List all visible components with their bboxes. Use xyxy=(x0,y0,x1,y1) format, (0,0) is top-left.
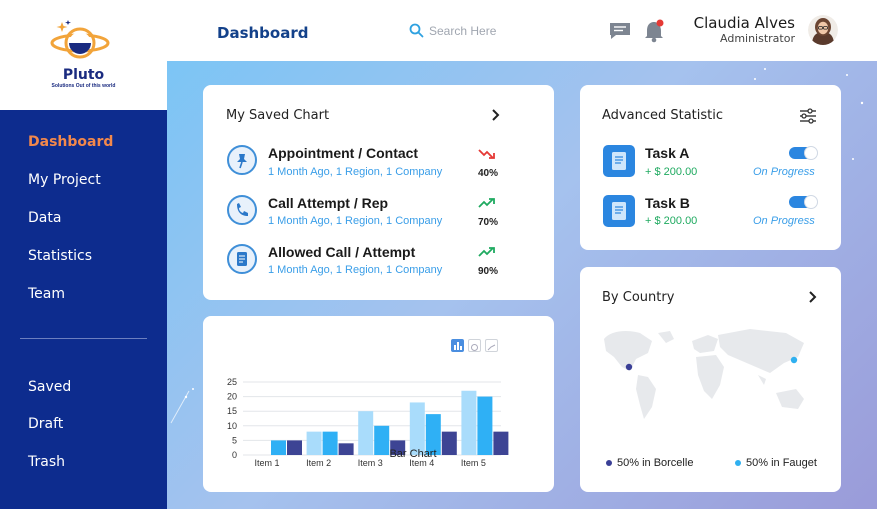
saved-item-meta: 1 Month Ago, 1 Region, 1 Company xyxy=(268,264,443,276)
y-tick-label: 5 xyxy=(232,435,237,445)
task-name: Task A xyxy=(645,145,690,161)
legend-label: 50% in Fauget xyxy=(746,457,817,469)
saved-item-title[interactable]: Call Attempt / Rep xyxy=(268,195,389,211)
message-icon[interactable] xyxy=(608,21,632,41)
sidebar-item-trash[interactable]: Trash xyxy=(28,454,65,470)
planet-logo-icon xyxy=(50,20,110,59)
bar xyxy=(461,390,477,455)
sidebar-item-saved[interactable]: Saved xyxy=(28,379,72,395)
main-content: My Saved Chart Appointment / Contact 1 M… xyxy=(167,61,877,509)
brand-name: Pluto xyxy=(62,67,105,83)
saved-chart-card: My Saved Chart Appointment / Contact 1 M… xyxy=(203,85,554,300)
y-tick-label: 20 xyxy=(227,392,237,402)
bar xyxy=(287,440,302,455)
bar xyxy=(409,402,425,455)
phone-icon xyxy=(227,195,257,225)
saved-item-percent: 70% xyxy=(478,217,499,228)
legend-dot xyxy=(606,460,612,466)
x-tick-label: Item 3 xyxy=(358,458,383,468)
sidebar: Pluto Solutions Out of this world Dashbo… xyxy=(0,0,167,509)
decorative-stars xyxy=(170,68,864,424)
sidebar-nav: Dashboard My Project Data Statistics Tea… xyxy=(0,110,167,509)
bar xyxy=(306,431,322,455)
saved-item-meta: 1 Month Ago, 1 Region, 1 Company xyxy=(268,166,443,178)
sidebar-item-team[interactable]: Team xyxy=(28,286,66,302)
page-title: Dashboard xyxy=(217,24,309,42)
saved-item-percent: 90% xyxy=(478,266,499,277)
filter-settings-icon[interactable] xyxy=(799,108,817,124)
pie-chart-view-icon[interactable] xyxy=(468,339,481,352)
task-amount: + $ 200.00 xyxy=(645,215,698,227)
legend-dot xyxy=(735,460,741,466)
task-name: Task B xyxy=(645,195,690,211)
bar xyxy=(425,414,441,455)
bar xyxy=(338,443,354,455)
task-status: On Progress xyxy=(753,215,815,227)
y-tick-label: 25 xyxy=(227,377,237,387)
bar-chart-card: 0 5 10 15 20 25 Item 1 Item 2 Item 3 Item 4 Item 5… xyxy=(203,316,554,492)
y-tick-label: 0 xyxy=(232,450,237,460)
sidebar-item-my-project[interactable]: My Project xyxy=(28,172,101,188)
saved-item-meta: 1 Month Ago, 1 Region, 1 Company xyxy=(268,215,443,227)
advanced-statistic-card: Advanced Statistic Task A + $ 200.00 On … xyxy=(580,85,841,250)
bar xyxy=(441,431,457,455)
sidebar-item-data[interactable]: Data xyxy=(28,210,62,226)
bar-chart: 0 5 10 15 20 25 Item 1 Item 2 Item 3 Item 4 Item 5… xyxy=(227,377,509,468)
bar xyxy=(358,411,374,455)
by-country-title: By Country xyxy=(602,290,675,305)
brand-tagline: Solutions Out of this world xyxy=(51,83,116,89)
notification-badge xyxy=(656,19,664,27)
y-tick-label: 15 xyxy=(227,406,237,416)
avatar[interactable] xyxy=(808,15,838,45)
trend-down-icon xyxy=(478,149,495,159)
pin-icon xyxy=(227,145,257,175)
bell-icon[interactable] xyxy=(643,18,667,44)
task-toggle[interactable] xyxy=(789,195,818,209)
bar xyxy=(390,440,406,455)
bar xyxy=(271,440,286,455)
trend-up-icon xyxy=(478,247,495,257)
top-header: Dashboard Claudia Alves Administrator xyxy=(167,0,877,61)
search-icon[interactable] xyxy=(409,23,424,38)
task-status: On Progress xyxy=(753,166,815,178)
user-name: Claudia Alves xyxy=(693,14,795,32)
bar-chart-view-icon[interactable] xyxy=(451,339,464,352)
x-tick-label: Item 1 xyxy=(254,458,279,468)
bar xyxy=(374,425,390,455)
saved-item-title[interactable]: Allowed Call / Attempt xyxy=(268,244,416,260)
by-country-card: By Country 50% in Borcelle 50% in Fauget xyxy=(580,267,841,492)
advanced-statistic-title: Advanced Statistic xyxy=(602,108,723,123)
task-icon xyxy=(603,195,635,227)
x-tick-label: Item 4 xyxy=(409,458,434,468)
task-amount: + $ 200.00 xyxy=(645,166,698,178)
x-tick-label: Item 2 xyxy=(306,458,331,468)
y-tick-label: 10 xyxy=(227,421,237,431)
map-marker[interactable] xyxy=(790,356,798,364)
line-chart-view-icon[interactable] xyxy=(485,339,498,352)
user-role: Administrator xyxy=(720,32,795,45)
saved-item-percent: 40% xyxy=(478,168,499,179)
bar xyxy=(322,431,338,455)
task-toggle[interactable] xyxy=(789,146,818,160)
bar xyxy=(477,396,493,455)
document-icon xyxy=(227,244,257,274)
chevron-right-icon[interactable] xyxy=(808,291,818,303)
saved-chart-title: My Saved Chart xyxy=(226,108,330,123)
search-input[interactable] xyxy=(429,21,559,41)
trend-up-icon xyxy=(478,198,495,208)
bar xyxy=(493,431,509,455)
map-marker[interactable] xyxy=(625,363,633,371)
sidebar-item-draft[interactable]: Draft xyxy=(28,416,64,432)
sidebar-item-statistics[interactable]: Statistics xyxy=(28,248,92,264)
saved-item-title[interactable]: Appointment / Contact xyxy=(268,145,419,161)
chart-title: Bar Chart xyxy=(389,448,436,460)
sidebar-item-dashboard[interactable]: Dashboard xyxy=(28,134,114,150)
chevron-right-icon[interactable] xyxy=(491,109,501,121)
world-map[interactable] xyxy=(600,327,820,422)
x-tick-label: Item 5 xyxy=(461,458,486,468)
task-icon xyxy=(603,145,635,177)
sidebar-divider xyxy=(20,338,147,339)
logo[interactable]: Pluto Solutions Out of this world xyxy=(0,0,167,110)
legend-label: 50% in Borcelle xyxy=(617,457,694,469)
